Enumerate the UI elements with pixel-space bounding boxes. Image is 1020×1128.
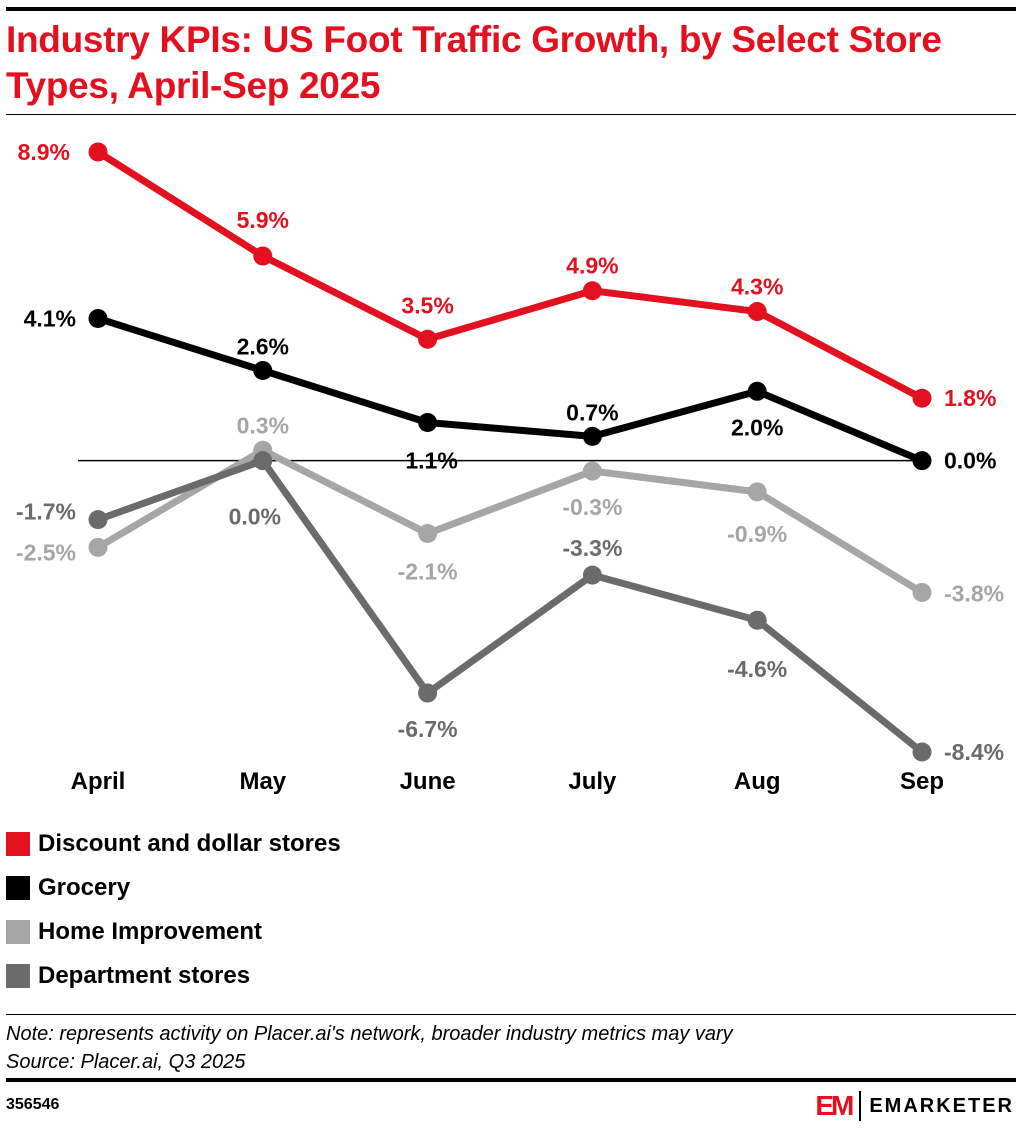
notes-divider — [6, 1014, 1016, 1015]
data-point — [88, 537, 108, 557]
data-point — [418, 524, 438, 544]
data-label: -8.4% — [944, 739, 1004, 765]
chart-title: Industry KPIs: US Foot Traffic Growth, b… — [6, 19, 942, 106]
brand-name: EMARKETER — [869, 1094, 1014, 1117]
x-tick-label: Sep — [900, 768, 944, 795]
legend-swatch-discount — [6, 832, 30, 856]
data-point — [582, 565, 602, 585]
brand-logo: EM EMARKETER — [815, 1090, 1014, 1122]
data-label: -6.7% — [398, 716, 458, 742]
data-point — [253, 360, 273, 380]
title-divider — [6, 114, 1016, 115]
data-point — [747, 381, 767, 401]
series-line-3 — [94, 457, 926, 756]
data-point — [582, 426, 602, 446]
data-label: 4.3% — [731, 274, 783, 300]
data-label: -2.1% — [398, 559, 458, 585]
legend-label: Discount and dollar stores — [38, 830, 341, 857]
data-point — [253, 246, 273, 266]
data-label: -4.6% — [727, 656, 787, 682]
data-label: -1.7% — [16, 499, 76, 525]
data-label: 1.1% — [405, 448, 457, 474]
data-label: 2.0% — [731, 414, 783, 440]
data-point — [418, 413, 438, 433]
legend-item-home-improvement[interactable]: Home Improvement — [6, 910, 341, 954]
data-point — [747, 302, 767, 322]
legend-label: Home Improvement — [38, 918, 263, 945]
data-point — [253, 451, 273, 471]
line-chart: 8.9% 5.9% 3.5% 4.9% 4.3% 1.8% 4.1% 2.6% 1.1% 0.7%… — [16, 139, 1004, 795]
legend-swatch-department — [6, 964, 30, 988]
x-tick-label: June — [400, 768, 456, 795]
data-label: 8.9% — [18, 139, 70, 165]
x-tick-label: April — [71, 768, 126, 795]
brand-mark-icon: EM — [815, 1090, 854, 1121]
data-label: -3.8% — [944, 580, 1004, 606]
source-text: Source: Placer.ai, Q3 2025 — [6, 1051, 246, 1073]
data-point — [912, 451, 932, 471]
legend-item-grocery[interactable]: Grocery — [6, 866, 341, 910]
data-label: 2.6% — [237, 333, 289, 359]
data-label: 4.9% — [566, 253, 618, 279]
data-label: 5.9% — [237, 207, 289, 233]
chart-id: 356546 — [6, 1096, 60, 1113]
legend-label: Department stores — [38, 962, 251, 989]
data-label: -2.5% — [16, 539, 76, 565]
data-label: 0.7% — [566, 399, 618, 425]
data-point — [747, 482, 767, 502]
legend-item-discount[interactable]: Discount and dollar stores — [6, 822, 341, 866]
series-line-0 — [94, 148, 926, 402]
data-point — [88, 510, 108, 530]
brand-separator — [859, 1091, 862, 1121]
legend-label: Grocery — [38, 874, 131, 901]
data-label: -0.3% — [562, 494, 622, 520]
data-point — [912, 388, 932, 408]
bottom-rule — [6, 1078, 1016, 1082]
data-point — [912, 582, 932, 602]
data-point — [912, 742, 932, 762]
data-label: 0.0% — [944, 448, 996, 474]
data-label: -0.9% — [727, 521, 787, 547]
data-label: 4.1% — [24, 305, 76, 331]
data-point — [88, 142, 108, 162]
x-tick-label: May — [239, 768, 286, 795]
note-text: Note: represents activity on Placer.ai's… — [6, 1023, 733, 1045]
notes: Note: represents activity on Placer.ai's… — [6, 1020, 733, 1076]
data-label: 0.3% — [237, 412, 289, 438]
data-label: 3.5% — [401, 292, 453, 318]
data-label: 0.0% — [229, 504, 281, 530]
legend-item-department[interactable]: Department stores — [6, 954, 341, 998]
data-label: -3.3% — [562, 535, 622, 561]
legend-swatch-grocery — [6, 876, 30, 900]
top-rule — [6, 7, 1016, 11]
data-point — [418, 683, 438, 703]
x-tick-label: Aug — [734, 768, 781, 795]
data-point — [418, 329, 438, 349]
series-line-1 — [94, 314, 926, 465]
data-point — [582, 281, 602, 301]
legend: Discount and dollar stores Grocery Home … — [6, 822, 341, 998]
legend-swatch-home-improvement — [6, 920, 30, 944]
data-point — [88, 308, 108, 328]
data-point — [582, 461, 602, 481]
data-label: 1.8% — [944, 385, 996, 411]
data-point — [747, 610, 767, 630]
series-line-2 — [94, 446, 926, 596]
x-tick-label: July — [568, 768, 617, 795]
